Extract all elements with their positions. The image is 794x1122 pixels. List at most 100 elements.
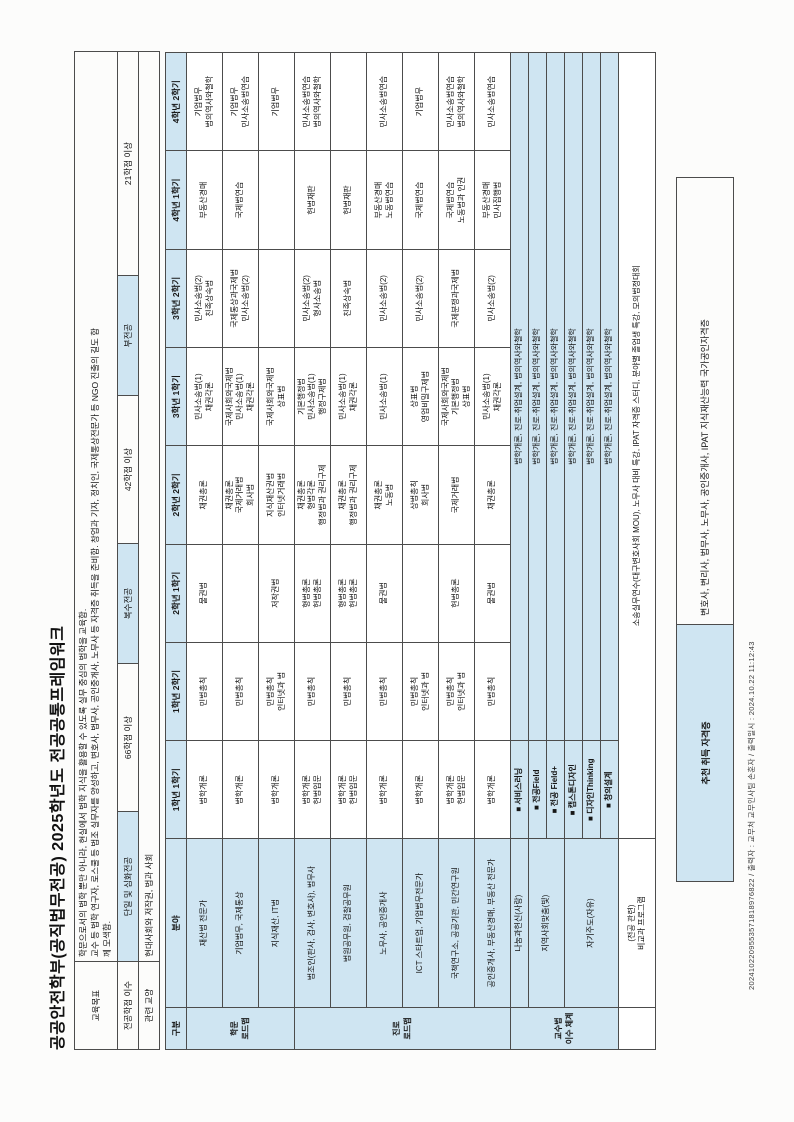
course-cell: 민사소송법(2)	[366, 249, 403, 348]
course-cell: 민법총칙	[366, 642, 403, 741]
course-cell: 채권총론	[474, 445, 511, 545]
course-cell: 민법총칙	[330, 642, 367, 741]
course-cell: 부동산경매	[186, 150, 223, 250]
header-table: 교육목표 학문으로서의 법학 뿐만 아니라, 현실에서 법학 지식을 활용할 수…	[74, 51, 160, 1050]
column-header: 3학년 1학기	[165, 347, 187, 446]
course-cell: 법학개론	[474, 740, 511, 839]
teaching-method-row: 자기주도(자유) ■ 캡스톤디자인 법학개론, 진로·취업설계, 법의역사와철학	[564, 52, 619, 1050]
education-goal-row: 교육목표 학문으로서의 법학 뿐만 아니라, 현실에서 법학 지식을 활용할 수…	[74, 51, 118, 1050]
course-cell: 민법총칙 인터넷과 법	[438, 642, 475, 741]
course-cell: 기업법무	[258, 52, 295, 151]
roadmap-row: 국책연구소, 공공기관, 민간연구원 법학개론 헌법입문 민법총칙 인터넷과 법 헌법…	[438, 52, 475, 1050]
course-cell: 상표법 영업비밀구제법	[402, 347, 439, 446]
course-cell: 기업법무	[402, 52, 439, 151]
credits-row: 전공학점 이수 단일 및 심화전공 66학점 이상 복수전공 42학점 이상 부…	[117, 51, 139, 1050]
course-cell: 물권법	[474, 544, 511, 643]
roadmap-row: 노무사, 공인중개사 법학개론 민법총칙 물권법 채권총론 노동법 민사소송법(1) 민사소…	[366, 52, 403, 1050]
field-label: 재산법 전문가	[186, 838, 223, 1008]
main-table-body: 학문 로드맵 재산법 전문가 법학개론 민법총칙 물권법 채권총론 민사소송법(1) 채권각…	[186, 52, 656, 1050]
extracurricular-row: (전공 관련) 비교과 프로그램 소송실무연수(대구변호사회 MOU), 노무사 …	[618, 52, 656, 1050]
credits-value-single: 66학점 이상	[117, 663, 139, 812]
teaching-method-label: ■ 서비스러닝	[510, 740, 529, 839]
field-label: 법조인(판사, 검사, 변호사), 법무사	[294, 838, 331, 1008]
field-label: 나눔과헌신(사랑)	[510, 838, 529, 1008]
teaching-method-row: 교수법 이수 체계 나눔과헌신(사랑) ■ 서비스러닝 법학개론, 진로·취업설계, …	[510, 52, 619, 1050]
course-cell: 친족상속법	[330, 249, 367, 348]
course-cell: 민법총칙 인터넷과 법	[402, 642, 439, 741]
course-cell: 민사소송법(1) 채권각론	[474, 347, 511, 446]
roadmap-row: 지식재산, IT법 법학개론 민법총칙 인터넷과 법 저작권법 지식재산권법 인터넷거래…	[258, 52, 295, 1050]
course-cell: 국제사회와국제법 민사소송법(1) 채권각론	[222, 347, 259, 446]
course-cell	[330, 52, 367, 151]
credits-value-double: 42학점 이상	[117, 395, 139, 544]
field-label: 자기주도(자유)	[564, 838, 619, 1008]
page-title: 공공안전학부(공직법무전공) 2025학년도 전공공통프레임워크	[50, 625, 67, 1050]
main-table-header-row: 구분 분야 1학년 1학기 1학년 2학기 2학년 1학기 2학년 2학기 3학년 1학기 3…	[165, 52, 187, 1050]
course-cell: 국제사회와국제법 기본행정법 상표법	[438, 347, 475, 446]
course-cell: 형법총론 헌법총론	[294, 544, 331, 643]
field-label: 지식재산, IT법	[258, 838, 295, 1008]
teaching-method-label: ■ 캡스톤디자인	[564, 740, 583, 839]
course-cell: 채권총론	[186, 445, 223, 545]
course-cell: 민사소송법연습	[366, 52, 403, 151]
course-cell: 법학개론	[402, 740, 439, 839]
course-cell: 법학개론	[222, 740, 259, 839]
column-header: 2학년 2학기	[165, 445, 187, 545]
course-cell: 민법총칙	[474, 642, 511, 741]
course-cell: 민사소송법(2)	[402, 249, 439, 348]
course-cell	[402, 544, 439, 643]
column-header: 1학년 1학기	[165, 740, 187, 839]
course-cell: 법학개론 헌법입문	[330, 740, 367, 839]
print-log-footer: 2024102209553571818976822 / 출력자 : 교무처 교무…	[747, 641, 756, 990]
recommended-certificates-text: 변호사, 변리사, 법무사, 노무사, 공인중개사, IPAT 지식재산능력 국…	[676, 177, 734, 625]
course-cell: 국제법연습	[222, 150, 259, 250]
course-cell: 국제통상과국제법 민사소송법(2)	[222, 249, 259, 348]
course-cell: 국제법연습 노동법과 인권	[438, 150, 475, 250]
course-cell	[258, 249, 295, 348]
field-label: ICT 스타트업, 기업법무전문가	[402, 838, 439, 1008]
course-cell: 헌법재판	[330, 150, 367, 250]
teaching-method-label: ■ 전공Field	[528, 740, 547, 839]
credits-value-minor: 21학점 이상	[117, 51, 139, 276]
roadmap-row: 공인중개사, 부동산경매, 부동산 전문가 법학개론 민법총칙 물권법 채권총론 민사소송…	[474, 52, 511, 1050]
course-cell: 지식재산권법 인터넷거래법	[258, 445, 295, 545]
course-cell: 법학개론 헌법입문	[438, 740, 475, 839]
course-cell: 법학개론	[258, 740, 295, 839]
main-table: 구분 분야 1학년 1학기 1학년 2학기 2학년 1학기 2학년 2학기 3학년 1학기 3…	[165, 52, 656, 1050]
course-cell: 민사소송법(1)	[366, 347, 403, 446]
recommended-certificates-label: 추천 취득 자격증	[676, 624, 734, 882]
group-label: 교수법 이수 체계	[510, 1007, 619, 1050]
column-header: 분야	[165, 838, 187, 1008]
teaching-method-label: ■ 디자인Thinking	[582, 740, 601, 839]
education-goal-text: 학문으로서의 법학 뿐만 아니라, 현실에서 법학 지식을 활용할 수 있도록 …	[74, 51, 118, 962]
course-cell: 채권총론 국제거래법 회사법	[222, 445, 259, 545]
roadmap-row: 진로 로드맵 법조인(판사, 검사, 변호사), 법무사 법학개론 헌법입문 민법총칙…	[294, 52, 511, 1050]
teaching-method-label: ■ 전공 Field+	[546, 740, 565, 839]
course-cell: 기업법무 민사소송법연습	[222, 52, 259, 151]
course-cell: 법학개론	[186, 740, 223, 839]
course-cell	[222, 544, 259, 643]
main-table-head: 구분 분야 1학년 1학기 1학년 2학기 2학년 1학기 2학년 2학기 3학년 1학기 3…	[165, 52, 187, 1050]
field-label: 지역사회맞춤(빛)	[528, 838, 565, 1008]
column-header: 구분	[165, 1007, 187, 1050]
teaching-method-label: ■ 창의설계	[600, 740, 619, 839]
field-label: 기업법무, 국제통상	[222, 838, 259, 1008]
course-cell: 법학개론 헌법입문	[294, 740, 331, 839]
course-cell: 채권총론 형법각론 행정법과 권리구제	[294, 445, 331, 545]
field-label: 노무사, 공인중개사	[366, 838, 403, 1008]
course-cell: 민사소송법(2)	[474, 249, 511, 348]
course-cell: 채권총론 행정법과 권리구제	[330, 445, 367, 545]
course-cell: 기본행정법 민사소송법(1) 행정구제법	[294, 347, 331, 446]
liberal-arts-label: 관련 교양	[138, 961, 160, 1050]
credits-type-double: 복수전공	[117, 543, 139, 664]
course-cell: 국제사회와국제법 상표법	[258, 347, 295, 446]
column-header: 2학년 1학기	[165, 544, 187, 643]
field-label: 공인중개사, 부동산경매, 부동산 전문가	[474, 838, 511, 1008]
column-header: 4학년 2학기	[165, 52, 187, 151]
course-cell: 헌법재판	[294, 150, 331, 250]
field-label: 법원공무원, 검찰공무원	[330, 838, 367, 1008]
liberal-arts-row: 관련 교양 현대사회와 저작권, 법과 사회	[138, 51, 160, 1050]
course-cell: 상법총칙 회사법	[402, 445, 439, 545]
group-label-empty	[618, 1007, 656, 1050]
